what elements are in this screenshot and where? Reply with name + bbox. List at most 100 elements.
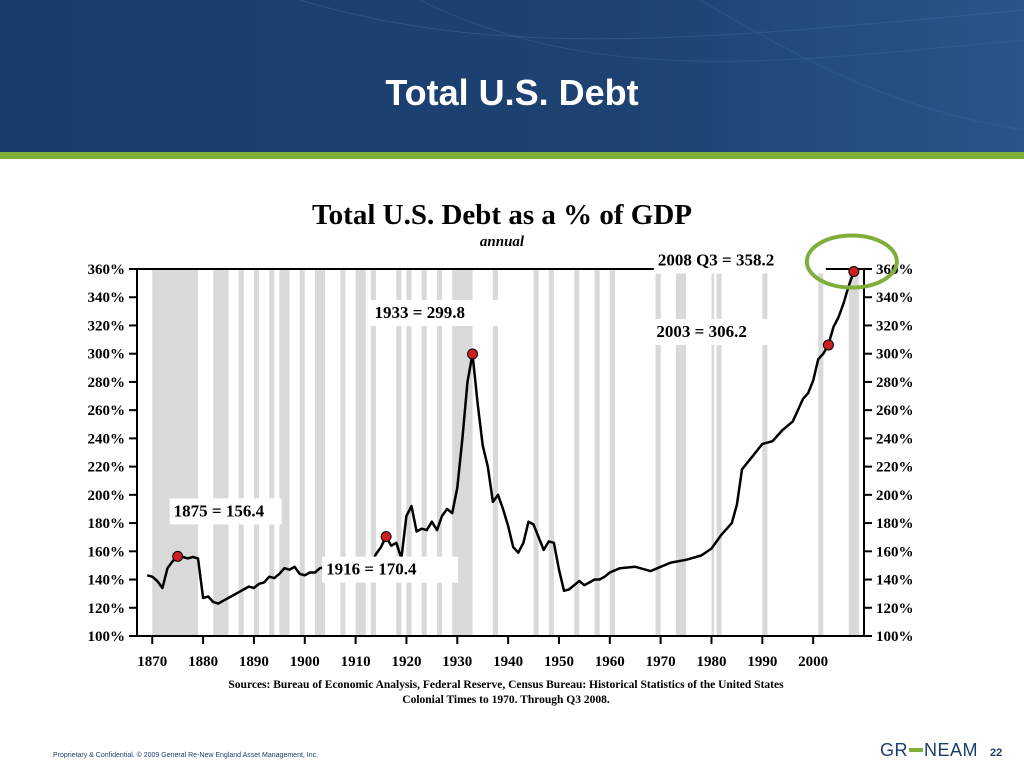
x-tick-label: 1870 — [137, 654, 167, 670]
recession-band-24 — [675, 269, 687, 636]
recession-band-4 — [253, 269, 260, 636]
y-tick-label-right: 340% — [876, 290, 914, 306]
y-tick-label-right: 100% — [876, 629, 914, 645]
y-tick-label-left: 160% — [88, 544, 126, 560]
recession-band-5 — [269, 269, 275, 636]
annotation-box — [653, 247, 826, 274]
recession-band-20 — [574, 269, 580, 636]
recession-band-0 — [152, 269, 168, 636]
y-tick-label-right: 260% — [876, 403, 914, 419]
annotation-label: 1875 = 156.4 — [174, 501, 265, 520]
y-tick-label-right: 280% — [876, 375, 914, 391]
y-tick-label-left: 260% — [88, 403, 126, 419]
y-tick-label-right: 220% — [876, 460, 914, 476]
recession-band-19 — [548, 269, 554, 636]
annotation-box — [322, 556, 459, 583]
recession-band-8 — [314, 269, 326, 636]
company-logo: GR NEAM — [880, 740, 978, 760]
annotation-marker — [172, 550, 184, 562]
recession-band-7 — [299, 269, 305, 636]
recession-band-22 — [609, 269, 615, 636]
recession-band-26 — [716, 269, 722, 636]
highlight-circle — [804, 233, 899, 290]
recession-band-14 — [421, 269, 427, 636]
x-tick-label: 1910 — [341, 654, 371, 670]
source-note-line-2: Colonial Times to 1970. Through Q3 2008. — [402, 694, 610, 706]
y-tick-label-left: 180% — [88, 516, 126, 532]
y-tick-label-left: 300% — [88, 347, 126, 363]
y-tick-label-left: 100% — [88, 629, 126, 645]
footer-confidential: Proprietary & Confidential. © 2009 Gener… — [53, 752, 319, 759]
annotation-box — [652, 318, 801, 345]
annotation-box — [169, 498, 282, 525]
recession-band-23 — [655, 269, 661, 636]
recession-band-10 — [355, 269, 366, 636]
y-tick-label-right: 200% — [876, 488, 914, 504]
annotation-label: 2008 Q3 = 358.2 — [658, 251, 774, 270]
y-tick-label-right: 240% — [876, 431, 914, 447]
slide-header — [0, 0, 1024, 152]
annotation-label: 2003 = 306.2 — [656, 322, 746, 341]
x-tick-label: 1880 — [188, 654, 218, 670]
recession-band-9 — [340, 269, 346, 636]
y-tick-label-left: 220% — [88, 460, 126, 476]
y-tick-label-right: 120% — [876, 601, 914, 617]
recession-band-11 — [370, 269, 376, 636]
debt-chart: Total U.S. Debt as a % of GDP annual 100… — [88, 199, 914, 706]
recession-band-3 — [238, 269, 244, 636]
annotation-label: 1933 = 299.8 — [375, 303, 465, 322]
chart-subtitle: annual — [480, 234, 525, 250]
recession-band-12 — [396, 269, 402, 636]
y-tick-label-left: 360% — [88, 262, 126, 278]
x-tick-label: 1950 — [544, 654, 574, 670]
y-tick-label-left: 280% — [88, 375, 126, 391]
header-accent-bar — [0, 152, 1024, 159]
y-axis-left: 100% 120% 140% 160% 180% 200% 220% 240% 260% 280%… — [88, 262, 137, 645]
logo-dash — [909, 748, 923, 752]
x-tick-label: 1990 — [747, 654, 777, 670]
y-tick-label-left: 320% — [88, 318, 126, 334]
logo-text-left: GR — [880, 739, 908, 760]
annotation-box — [370, 299, 503, 326]
y-tick-label-right: 160% — [876, 544, 914, 560]
chart-title: Total U.S. Debt as a % of GDP — [312, 199, 692, 231]
y-tick-label-right: 320% — [876, 318, 914, 334]
annotation-marker — [822, 339, 834, 351]
recession-band-25 — [711, 269, 715, 636]
recession-bands — [152, 269, 859, 636]
header-background-swirl — [0, 0, 1024, 152]
recession-band-6 — [279, 269, 290, 636]
x-tick-label: 1980 — [696, 654, 726, 670]
recession-band-15 — [436, 269, 443, 636]
x-tick-label: 2000 — [798, 654, 828, 670]
y-tick-label-left: 120% — [88, 601, 126, 617]
annotation-marker — [467, 348, 479, 360]
y-tick-label-right: 140% — [876, 573, 914, 589]
x-tick-label: 1970 — [646, 654, 676, 670]
plot-frame — [136, 268, 865, 637]
y-axis-right: 100% 120% 140% 160% 180% 200% 220% 240% 260% 280%… — [864, 262, 914, 645]
annotations: 1875 = 156.4 1916 = 170.4 1933 = 299.8 2003… — [169, 247, 860, 583]
x-tick-label: 1900 — [290, 654, 320, 670]
recession-band-18 — [533, 269, 539, 636]
annotation-label: 1916 = 170.4 — [326, 560, 417, 579]
x-tick-label: 1920 — [391, 654, 421, 670]
x-axis: 1870 1880 1890 1900 1910 1920 1930 1940 1950 1960… — [137, 636, 828, 670]
recession-band-28 — [818, 269, 824, 636]
x-tick-label: 1930 — [442, 654, 472, 670]
recession-band-29 — [848, 269, 859, 636]
annotation-marker — [380, 531, 392, 543]
y-tick-label-left: 340% — [88, 290, 126, 306]
recession-band-21 — [594, 269, 600, 636]
recession-band-17 — [492, 269, 498, 636]
slide-title: Total U.S. Debt — [385, 72, 639, 113]
x-tick-label: 1940 — [493, 654, 523, 670]
recession-band-16 — [452, 269, 473, 636]
page-number: 22 — [990, 747, 1003, 759]
logo-text-right: NEAM — [924, 739, 979, 760]
source-note-line-1: Sources: Bureau of Economic Analysis, Fe… — [228, 679, 784, 691]
y-tick-label-left: 240% — [88, 431, 126, 447]
x-tick-label: 1960 — [595, 654, 625, 670]
y-tick-label-left: 140% — [88, 573, 126, 589]
recession-band-27 — [762, 269, 768, 636]
